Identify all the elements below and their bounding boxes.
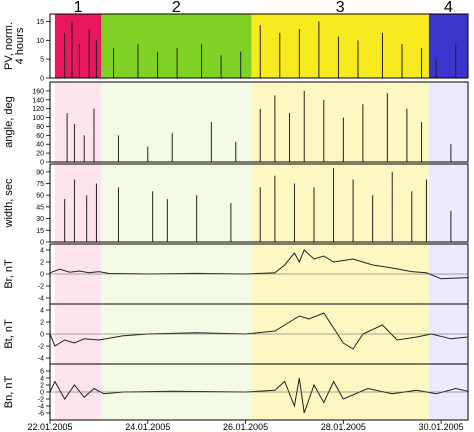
y-tick-label-angle: 20 <box>36 151 44 158</box>
interval-label-4: 4 <box>444 0 453 16</box>
x-tick-label: 30.01.2005 <box>419 422 464 432</box>
interval-shade-3 <box>251 82 429 420</box>
y-tick-label-angle: 60 <box>36 133 44 140</box>
interval-shade-4 <box>428 82 468 420</box>
interval-band-3 <box>251 14 429 78</box>
y-tick-label-bn: 0 <box>40 390 44 397</box>
y-tick-label-angle: 80 <box>36 124 44 131</box>
y-tick-label-pv: 10 <box>36 38 44 45</box>
y-axis-label-width: width, sec <box>3 178 15 228</box>
panel-frame-angle <box>49 81 469 163</box>
y-tick-label-width: 45 <box>36 204 44 211</box>
y-tick-label-width: 90 <box>36 169 44 176</box>
series-line-bn <box>49 377 469 414</box>
x-tick-label: 28.01.2005 <box>321 422 366 432</box>
y-tick-label-bt: 0 <box>40 332 44 339</box>
interval-band-4 <box>428 14 468 78</box>
interval-label-1: 1 <box>74 0 83 16</box>
y-axis-label-angle: angle, deg <box>3 96 15 147</box>
y-tick-label-br: 2 <box>40 260 44 267</box>
y-tick-label-angle: 100 <box>32 115 44 122</box>
y-tick-label-bn: -4 <box>38 404 44 411</box>
y-tick-label-br: 0 <box>40 272 44 279</box>
y-tick-label-width: 0 <box>40 240 44 247</box>
y-tick-label-pv: 0 <box>40 76 44 83</box>
y-axis-label-bn: Bn, nT <box>3 376 15 409</box>
y-tick-label-bn: 4 <box>40 376 44 383</box>
interval-band-2 <box>101 14 252 78</box>
y-tick-label-bt: 4 <box>40 308 44 315</box>
x-tick-label: 22.01.2005 <box>27 422 72 432</box>
y-tick-label-pv: 5 <box>40 57 44 64</box>
y-tick-label-width: 15 <box>36 228 44 235</box>
interval-label-3: 3 <box>336 0 345 16</box>
y-tick-label-bt: 2 <box>40 320 44 327</box>
panel-angle: 0 20 40 60 80 100 120 140 160 angle, deg <box>3 81 469 167</box>
y-axis-label-bt: Bt, nT <box>3 319 15 349</box>
interval-label-2: 2 <box>172 0 181 16</box>
y-tick-label-angle: 140 <box>32 97 44 104</box>
series-line-br <box>49 249 469 280</box>
y-tick-label-br: -4 <box>38 296 44 303</box>
y-tick-label-width: 75 <box>36 181 44 188</box>
x-tick-label: 26.01.2005 <box>223 422 268 432</box>
panel-width: 0 15 30 45 60 75 90 width, sec <box>3 163 469 247</box>
panel-pv: 0 5 10 15 PV, norm. 4 hours <box>3 13 469 83</box>
y-tick-label-bn: -6 <box>38 411 44 418</box>
y-tick-label-width: 60 <box>36 193 44 200</box>
series-line-bt <box>49 312 469 350</box>
y-tick-label-bn: -2 <box>38 397 44 404</box>
y-tick-label-bn: 2 <box>40 383 44 390</box>
panel-frame-pv <box>49 13 469 79</box>
y-tick-label-bn: 6 <box>40 369 44 376</box>
y-axis-label-pv: PV, norm. <box>3 22 15 70</box>
y-tick-label-br: 4 <box>40 248 44 255</box>
y-tick-label-pv: 15 <box>36 19 44 26</box>
y-tick-label-width: 30 <box>36 216 44 223</box>
interval-band-1 <box>54 14 102 78</box>
interval-shade-2 <box>101 82 252 420</box>
y-axis-label-pv: 4 hours <box>14 27 26 64</box>
y-tick-label-bt: -4 <box>38 356 44 363</box>
y-tick-label-angle: 0 <box>40 160 44 167</box>
panel-frame-width <box>49 163 469 243</box>
y-axis-label-br: Br, nT <box>3 259 15 289</box>
y-tick-label-angle: 160 <box>32 88 44 95</box>
y-tick-label-bt: -2 <box>38 344 44 351</box>
panel-frame-bn <box>49 363 469 421</box>
y-tick-label-br: -2 <box>38 284 44 291</box>
x-tick-label: 24.01.2005 <box>125 422 170 432</box>
y-tick-label-angle: 40 <box>36 142 44 149</box>
y-tick-label-angle: 120 <box>32 106 44 113</box>
